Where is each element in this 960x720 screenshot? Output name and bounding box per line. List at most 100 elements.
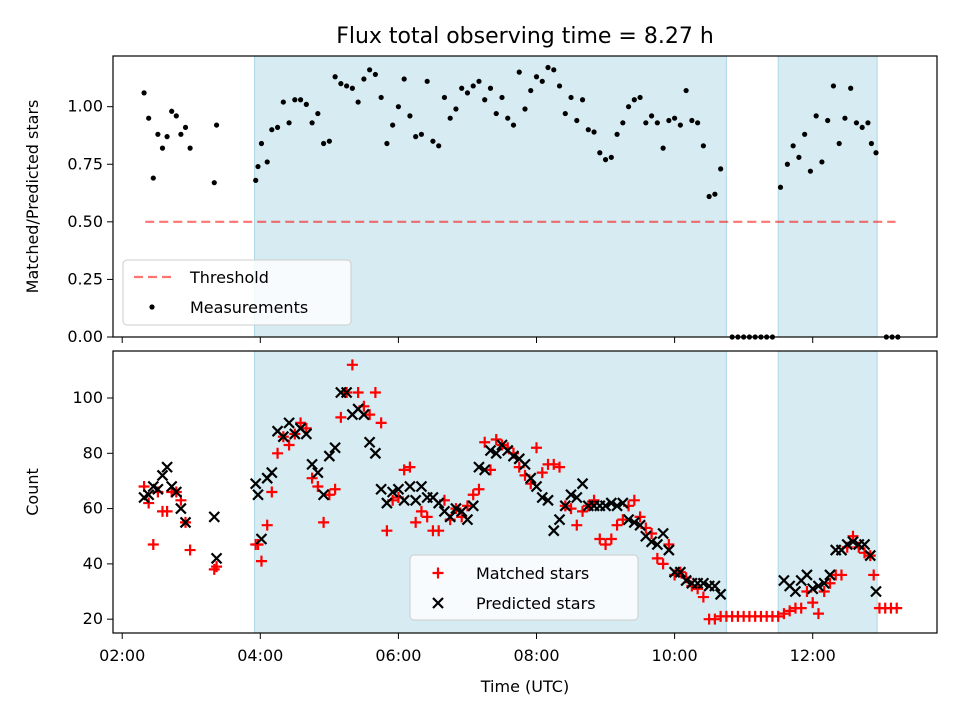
matched-star-marker	[628, 494, 640, 506]
measurement-point	[164, 134, 170, 140]
legend-measurements-swatch	[149, 304, 155, 310]
predicted-star-marker	[824, 569, 836, 581]
measurement-point	[384, 140, 390, 147]
measurement-point	[813, 113, 819, 119]
predicted-star-marker	[605, 497, 618, 509]
measurement-point	[424, 78, 430, 84]
predicted-star-marker	[818, 577, 830, 590]
matched-star-marker	[709, 613, 721, 625]
matched-star-marker	[617, 514, 629, 526]
measurement-point	[802, 131, 808, 137]
measurement-point	[790, 143, 796, 149]
matched-star-marker	[375, 417, 387, 429]
predicted-star-marker	[617, 497, 629, 509]
measurement-point	[315, 110, 321, 117]
measurement-point	[155, 131, 161, 137]
matched-star-marker	[571, 519, 583, 531]
matched-star-marker	[548, 458, 560, 470]
measurement-point	[355, 99, 361, 105]
predicted-star-marker	[519, 458, 531, 471]
measurement-point	[321, 140, 327, 147]
measurement-point	[213, 122, 220, 128]
matched-star-marker	[283, 439, 295, 451]
y-axis-label: Matched/Predicted stars	[23, 100, 42, 294]
predicted-star-marker	[398, 494, 410, 507]
matched-star-marker	[697, 591, 709, 603]
measurement-point	[390, 122, 396, 128]
predicted-star-marker	[547, 524, 560, 537]
predicted-star-marker	[864, 549, 877, 562]
y-axis-label: Count	[23, 468, 42, 516]
measurement-point	[286, 120, 292, 126]
y-tick-label: 80	[83, 443, 103, 462]
measurement-point	[255, 163, 261, 170]
predicted-star-marker	[714, 588, 727, 601]
measurement-point	[848, 85, 854, 91]
measurement-point	[712, 191, 718, 197]
matched-star-marker	[818, 586, 830, 598]
measurement-point	[859, 124, 865, 131]
y-tick-label: 0.50	[67, 212, 103, 231]
matched-star-marker	[824, 577, 836, 589]
matched-star-marker	[795, 602, 807, 614]
matched-star-marker	[663, 539, 675, 551]
legend-threshold-label: Threshold	[189, 268, 269, 287]
measurement-point	[597, 150, 603, 156]
matched-star-marker	[835, 569, 847, 581]
measurement-point	[499, 94, 505, 101]
measurement-point	[654, 120, 660, 126]
measurement-point	[303, 101, 309, 107]
measurement-point	[830, 83, 837, 89]
matched-star-marker	[634, 511, 646, 523]
predicted-star-marker	[300, 428, 313, 440]
matched-star-marker	[554, 461, 566, 473]
predicted-star-marker	[461, 513, 474, 526]
measurement-point	[562, 110, 568, 117]
predicted-star-marker	[571, 491, 583, 504]
measurement-point	[568, 94, 574, 101]
matched-star-marker	[261, 519, 273, 531]
measurement-point	[430, 138, 436, 144]
predicted-star-marker	[870, 585, 882, 598]
matched-star-marker	[490, 433, 502, 445]
measurement-point	[159, 145, 166, 151]
matched-star-marker	[369, 386, 381, 398]
measurement-point	[579, 97, 586, 103]
predicted-star-marker	[657, 527, 669, 540]
matched-star-marker	[410, 516, 422, 528]
legend-predicted-label: Predicted stars	[476, 594, 596, 613]
predicted-star-marker	[249, 477, 262, 490]
matched-star-marker	[611, 519, 623, 531]
predicted-star-marker	[252, 488, 264, 501]
x-tick-label: 10:00	[652, 646, 698, 665]
matched-star-marker	[312, 480, 324, 492]
predicted-star-marker	[170, 486, 183, 498]
measurement-point	[585, 127, 591, 133]
measurement-point	[516, 69, 522, 75]
measurement-point	[372, 71, 378, 78]
measurement-point	[453, 106, 459, 112]
measurement-point	[436, 143, 442, 149]
legend-box	[409, 554, 639, 621]
legend-measurements-label: Measurements	[190, 298, 308, 317]
predicted-star-marker	[680, 574, 692, 587]
measurement-point	[608, 154, 614, 160]
measurement-point	[476, 78, 482, 84]
predicted-star-marker	[381, 497, 393, 509]
predicted-star-marker	[478, 464, 491, 476]
matched-star-marker	[692, 583, 704, 595]
measurement-point	[865, 120, 871, 126]
predicted-star-marker	[628, 516, 641, 529]
measurement-point	[182, 124, 189, 131]
matched-star-marker	[588, 494, 600, 506]
predicted-star-marker	[542, 494, 554, 507]
predicted-star-marker	[553, 513, 566, 526]
legend-box	[122, 259, 352, 326]
predicted-star-marker	[208, 511, 221, 523]
measurement-point	[666, 117, 672, 124]
predicted-star-marker	[536, 491, 549, 504]
predicted-star-marker	[467, 500, 479, 512]
measurement-point	[349, 85, 355, 91]
predicted-star-marker	[645, 535, 658, 548]
matched-star-marker	[211, 561, 223, 573]
